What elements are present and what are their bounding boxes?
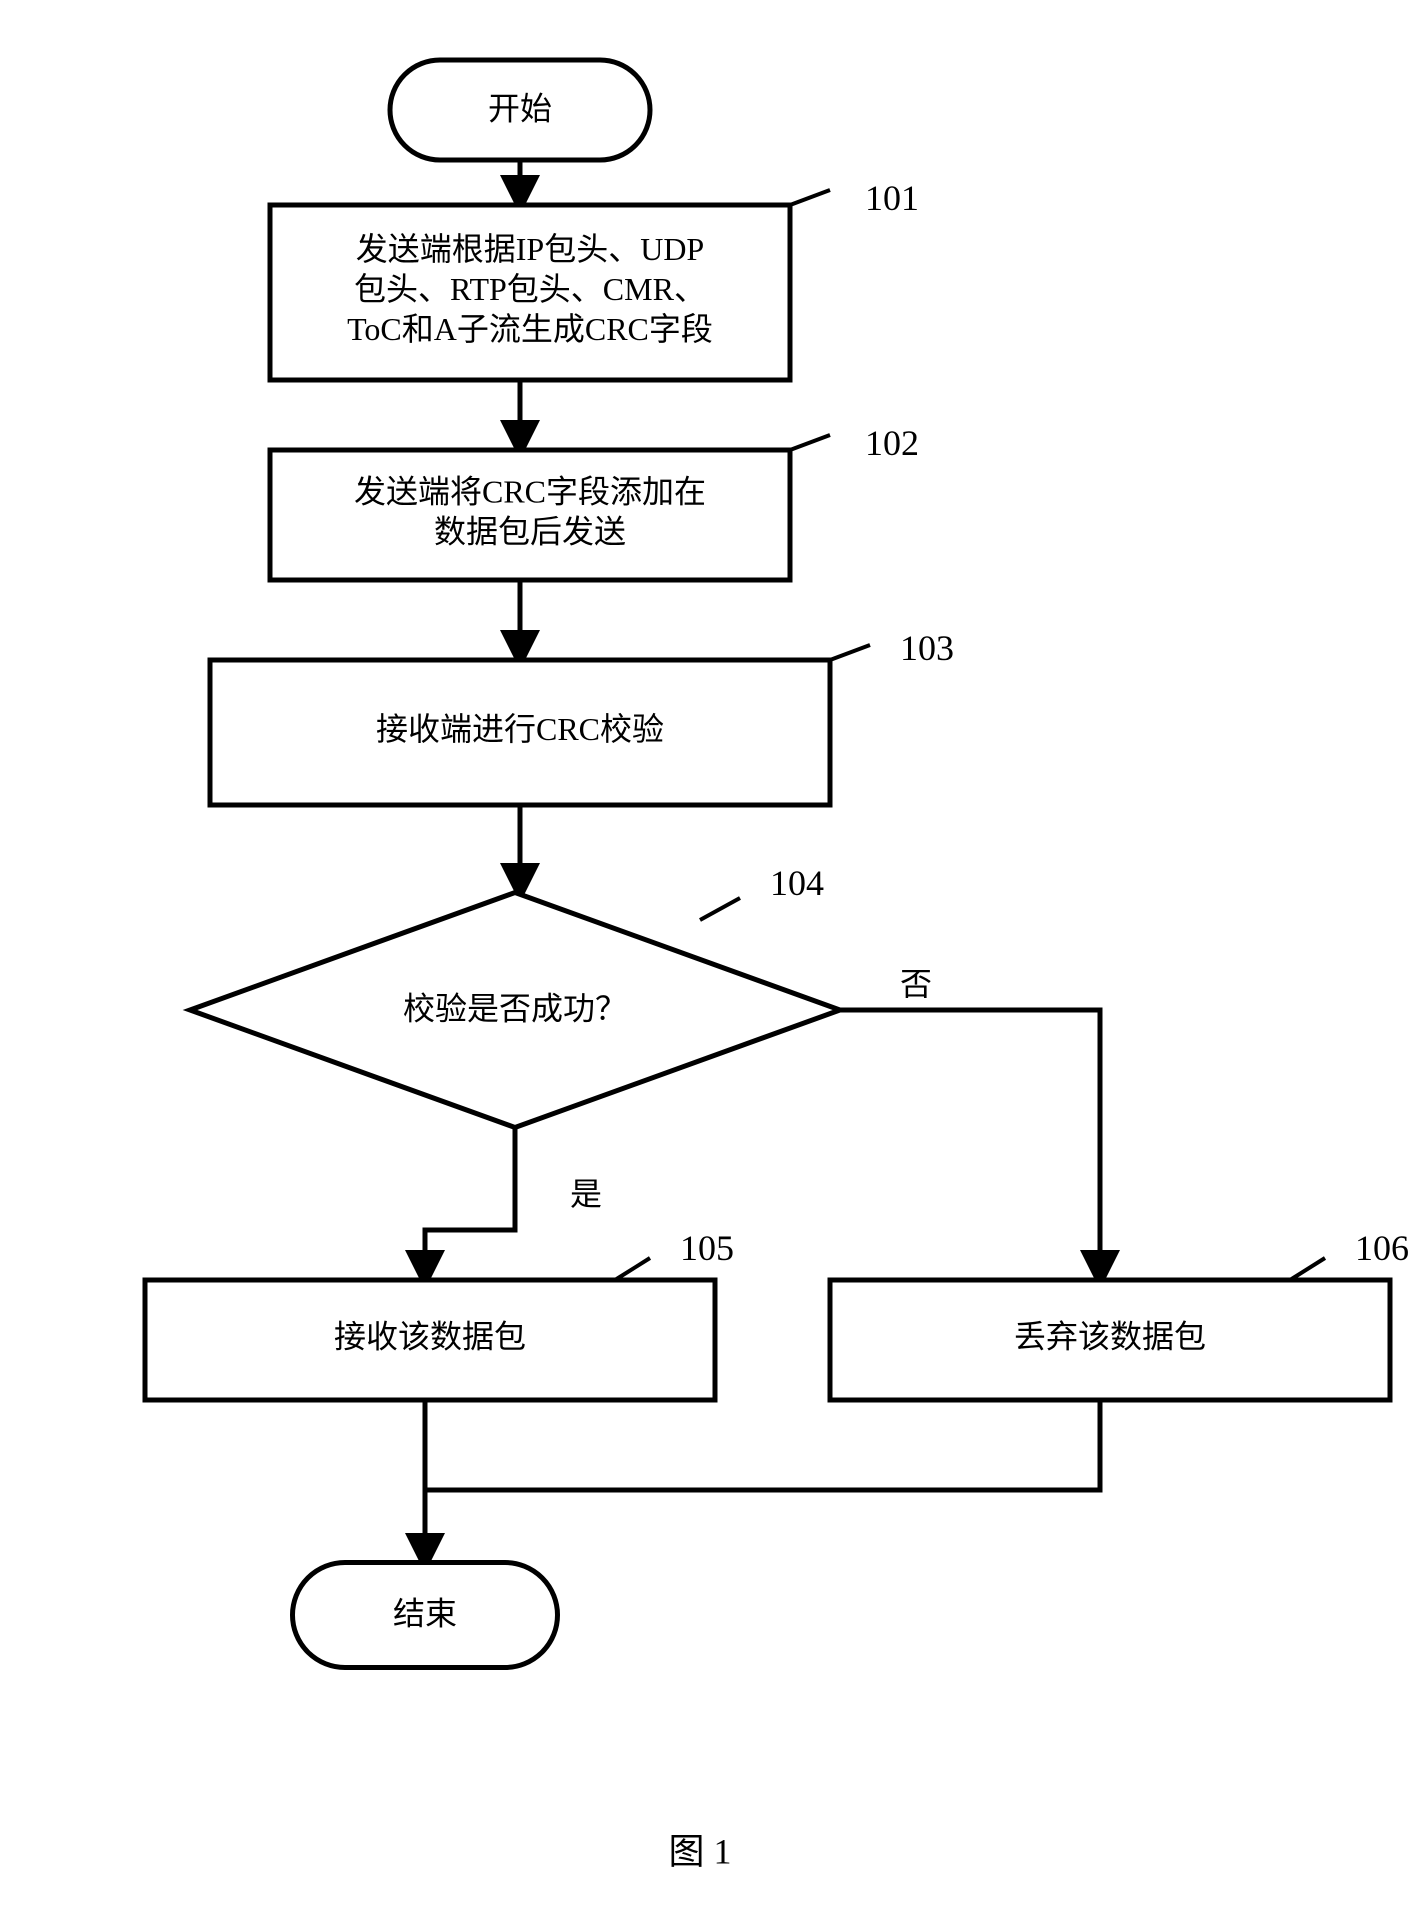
branch-yes: 是	[570, 1176, 602, 1212]
node-n102-line1: 数据包后发送	[434, 513, 626, 549]
node-n101-line0: 发送端根据IP包头、UDP	[356, 231, 704, 267]
node-n101: 发送端根据IP包头、UDP 包头、RTP包头、CMR、 ToC和A子流生成CRC字段	[270, 205, 790, 380]
label-104: 104	[770, 863, 824, 903]
figure-caption: 图 1	[668, 1831, 731, 1871]
label-106: 106	[1355, 1228, 1409, 1268]
node-end-text: 结束	[393, 1595, 457, 1631]
edge-5	[840, 1010, 1100, 1280]
node-n104-text: 校验是否成功？	[403, 990, 627, 1026]
label-101: 101	[865, 178, 919, 218]
node-start-text: 开始	[488, 90, 552, 126]
label-105: 105	[680, 1228, 734, 1268]
node-start: 开始	[390, 60, 650, 160]
node-n103: 接收端进行CRC校验	[210, 660, 830, 805]
label-tick-5	[1290, 1258, 1325, 1280]
label-tick-4	[615, 1258, 650, 1280]
node-n103-line0: 接收端进行CRC校验	[376, 711, 664, 747]
flowchart-diagram: 开始发送端根据IP包头、UDP 包头、RTP包头、CMR、 ToC和A子流生成CRC…	[0, 0, 1423, 1929]
node-n106: 丢弃该数据包	[830, 1280, 1390, 1400]
label-tick-1	[790, 435, 830, 450]
edge-7	[425, 1400, 1100, 1490]
edge-4	[425, 1128, 515, 1280]
node-n101-line2: ToC和A子流生成CRC字段	[347, 311, 713, 347]
label-tick-2	[830, 645, 870, 660]
node-end: 结束	[293, 1563, 558, 1668]
label-102: 102	[865, 423, 919, 463]
node-n105: 接收该数据包	[145, 1280, 715, 1400]
label-tick-3	[700, 898, 740, 920]
node-n104: 校验是否成功？	[190, 893, 840, 1128]
nodes: 开始发送端根据IP包头、UDP 包头、RTP包头、CMR、 ToC和A子流生成CRC…	[145, 60, 1390, 1668]
node-n102: 发送端将CRC字段添加在数据包后发送	[270, 450, 790, 580]
label-tick-0	[790, 190, 830, 205]
label-103: 103	[900, 628, 954, 668]
branch-no: 否	[900, 966, 932, 1002]
node-n102-line0: 发送端将CRC字段添加在	[354, 473, 706, 509]
node-n105-line0: 接收该数据包	[334, 1318, 526, 1354]
node-n101-line1: 包头、RTP包头、CMR、	[354, 271, 706, 307]
node-n106-line0: 丢弃该数据包	[1014, 1318, 1206, 1354]
